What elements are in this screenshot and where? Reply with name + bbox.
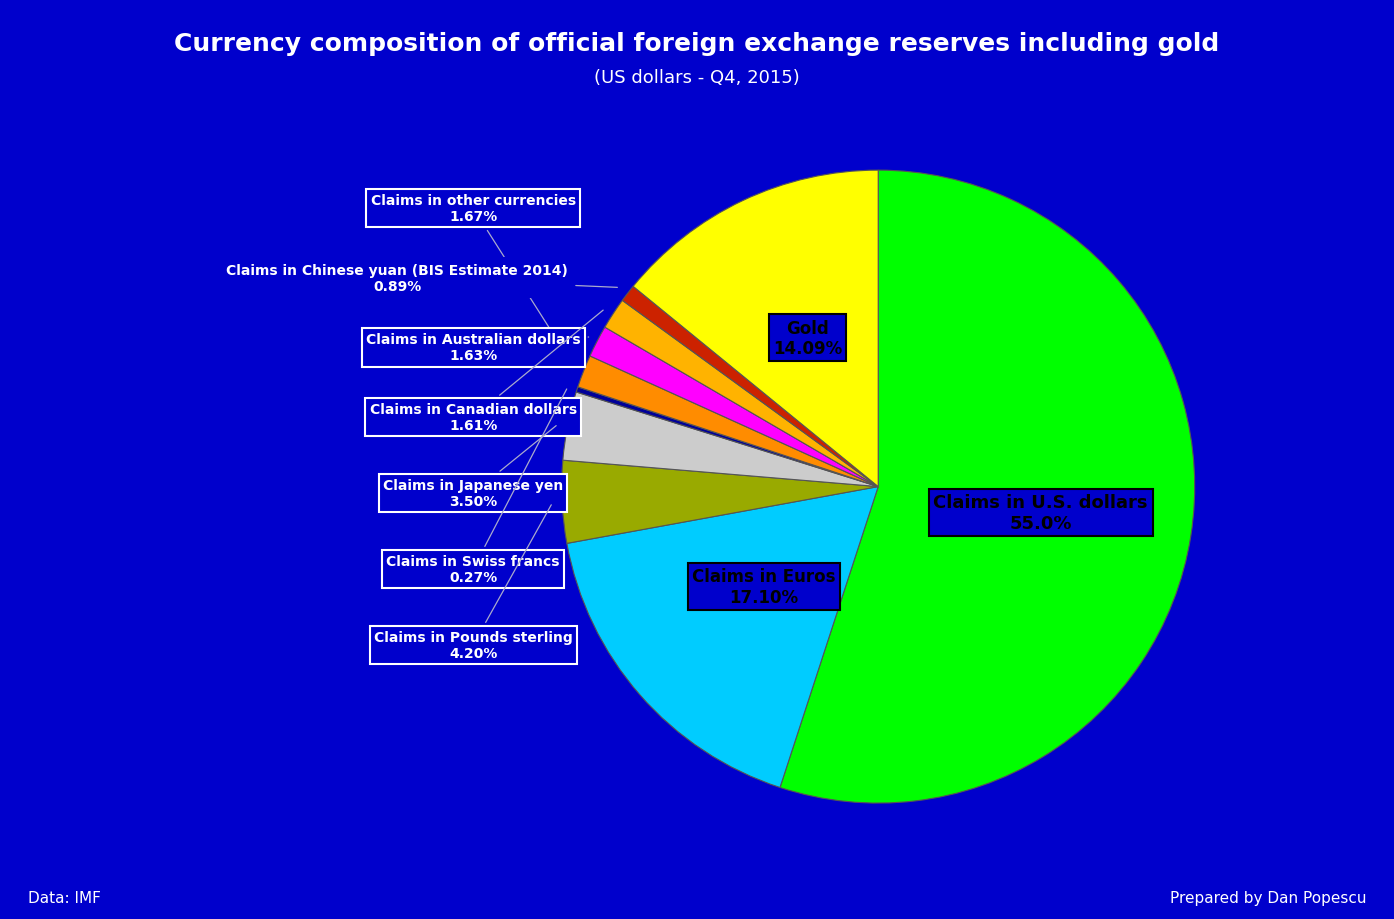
Wedge shape	[563, 392, 878, 487]
Wedge shape	[781, 171, 1195, 803]
Text: Claims in Australian dollars
1.63%: Claims in Australian dollars 1.63%	[365, 333, 588, 363]
Wedge shape	[633, 171, 878, 487]
Text: Claims in Chinese yuan (BIS Estimate 2014)
0.89%: Claims in Chinese yuan (BIS Estimate 201…	[226, 264, 618, 293]
Text: Currency composition of official foreign exchange reserves including gold: Currency composition of official foreign…	[174, 32, 1220, 56]
Text: Claims in other currencies
1.67%: Claims in other currencies 1.67%	[371, 194, 576, 366]
Text: Claims in U.S. dollars
55.0%: Claims in U.S. dollars 55.0%	[934, 494, 1149, 532]
Text: Claims in Swiss francs
0.27%: Claims in Swiss francs 0.27%	[386, 390, 567, 584]
Text: Claims in Japanese yen
3.50%: Claims in Japanese yen 3.50%	[383, 426, 563, 508]
Text: (US dollars - Q4, 2015): (US dollars - Q4, 2015)	[594, 69, 800, 87]
Wedge shape	[576, 388, 878, 487]
Wedge shape	[590, 328, 878, 487]
Wedge shape	[562, 460, 878, 544]
Text: Gold
14.09%: Gold 14.09%	[774, 319, 842, 357]
Text: Claims in Canadian dollars
1.61%: Claims in Canadian dollars 1.61%	[369, 311, 604, 433]
Wedge shape	[567, 487, 878, 788]
Text: Data: IMF: Data: IMF	[28, 891, 100, 905]
Text: Claims in Euros
17.10%: Claims in Euros 17.10%	[691, 568, 835, 607]
Wedge shape	[622, 287, 878, 487]
Wedge shape	[579, 357, 878, 487]
Text: Prepared by Dan Popescu: Prepared by Dan Popescu	[1170, 891, 1366, 905]
Text: Claims in Pounds sterling
4.20%: Claims in Pounds sterling 4.20%	[374, 505, 573, 660]
Wedge shape	[605, 301, 878, 487]
